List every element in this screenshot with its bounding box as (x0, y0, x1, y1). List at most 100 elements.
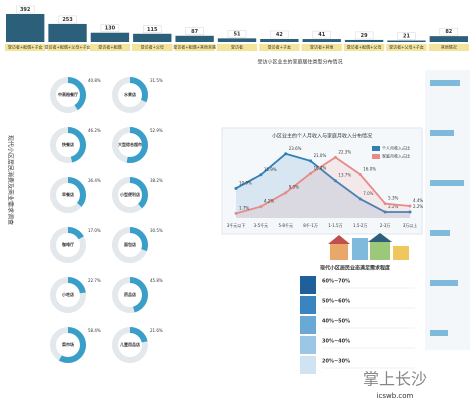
x-tick-label: 2-3万 (380, 223, 391, 228)
donut-label: 中高档餐厅 (58, 91, 78, 97)
donut-value: 21.6% (150, 328, 163, 333)
data-label: 15.9% (264, 167, 277, 172)
value-box (270, 30, 289, 39)
donut-arc (112, 127, 148, 163)
level-label: 30%~40% (322, 339, 350, 345)
point (408, 210, 412, 214)
data-label: 2.2% (388, 204, 398, 209)
level-swatch (300, 316, 316, 334)
line-panel (221, 127, 423, 235)
category-cell (343, 44, 385, 51)
point (284, 152, 288, 156)
category-cell (89, 44, 131, 51)
value-label: 115 (147, 27, 158, 33)
value-label: 253 (62, 17, 73, 23)
data-label: 5.3% (388, 196, 398, 201)
donut-arc (112, 277, 148, 313)
level-swatch (300, 296, 316, 314)
bar (429, 36, 468, 42)
point (259, 205, 263, 209)
level-swatch (300, 276, 316, 294)
legend-swatch (372, 154, 380, 159)
category-cell (386, 44, 427, 51)
data-label: 1.7% (239, 205, 249, 210)
legend-swatch (372, 146, 380, 151)
footer-site: icswb.com (377, 392, 414, 400)
donut-value: 46.2% (88, 128, 101, 133)
category-cell (132, 44, 173, 51)
category-label: 受访者+父母+子女 (389, 44, 424, 50)
data-label: 4.4% (413, 198, 423, 203)
donut-arc (112, 177, 148, 213)
value-box (100, 24, 120, 32)
point (234, 186, 238, 190)
bar (344, 39, 384, 42)
data-label: 4.2% (264, 199, 274, 204)
bar (217, 38, 257, 42)
category-cell (216, 44, 258, 51)
category-label: 受访者+父母 (141, 44, 164, 50)
right-column (425, 70, 470, 350)
category-label: 受访者 (231, 44, 243, 50)
value-box (15, 5, 35, 14)
point (309, 171, 313, 175)
point (358, 172, 362, 176)
donut-arc (50, 277, 86, 313)
donut-value: 52.9% (150, 128, 163, 133)
donut-value: 40.8% (88, 78, 101, 83)
donut-label: 大型综合超市 (118, 141, 142, 147)
category-cell (428, 44, 469, 51)
point (383, 202, 387, 206)
category-cell (259, 44, 300, 51)
level-label: 20%~30% (322, 359, 350, 365)
category-label: 受访者+配偶+父母+子女 (45, 44, 91, 50)
category-label: 受访者+配偶+子女 (8, 44, 43, 50)
donut-value: 17.0% (88, 228, 101, 233)
side-title: 现代小区居民消费及商业需求调查 (7, 135, 15, 225)
x-tick-label: 8千-1万 (303, 222, 318, 228)
category-cell (174, 44, 215, 51)
data-label: 23.6% (289, 146, 302, 151)
x-tick-label: 3千元以下 (227, 222, 246, 228)
bar (387, 40, 426, 42)
point (259, 173, 263, 177)
donut-value: 31.5% (150, 78, 163, 83)
donut-value: 58.4% (88, 328, 101, 333)
bar (175, 35, 214, 42)
value-label: 21 (403, 34, 410, 40)
donut-label: 早餐店 (62, 191, 74, 197)
category-label: 受访者+其他 (310, 44, 333, 50)
area (236, 157, 410, 218)
value-label: 87 (191, 29, 198, 35)
area (236, 153, 410, 218)
point (383, 210, 387, 214)
donut-arc (112, 77, 148, 113)
data-label: 7.0% (363, 191, 373, 196)
category-cell (5, 44, 46, 51)
value-label: 82 (445, 29, 452, 35)
donut-label: 快餐店 (62, 141, 74, 147)
category-label: 受访者+子女 (268, 44, 291, 50)
x-tick-label: 5-8千元 (278, 222, 293, 228)
donut-arc (112, 327, 148, 363)
donut-label: 小型便利店 (120, 191, 140, 197)
point (309, 159, 313, 163)
donut-label: 小吃店 (62, 291, 74, 297)
value-label: 130 (105, 26, 116, 32)
donut-arc (50, 327, 86, 363)
bar (6, 14, 45, 42)
data-label: 2.2% (413, 204, 423, 209)
legend-label: 个人月收入占比 (382, 145, 410, 151)
value-box (185, 27, 204, 35)
legend-label: 家庭月收入占比 (382, 153, 410, 159)
point (284, 191, 288, 195)
donut-label: 儿童用品店 (119, 341, 140, 347)
level-label: 50%~60% (322, 299, 350, 305)
category-cell (47, 44, 88, 51)
donut-value: 30.5% (150, 228, 163, 233)
bar (260, 39, 299, 42)
category-label: 受访者+配偶 (98, 44, 121, 50)
point (408, 204, 412, 208)
